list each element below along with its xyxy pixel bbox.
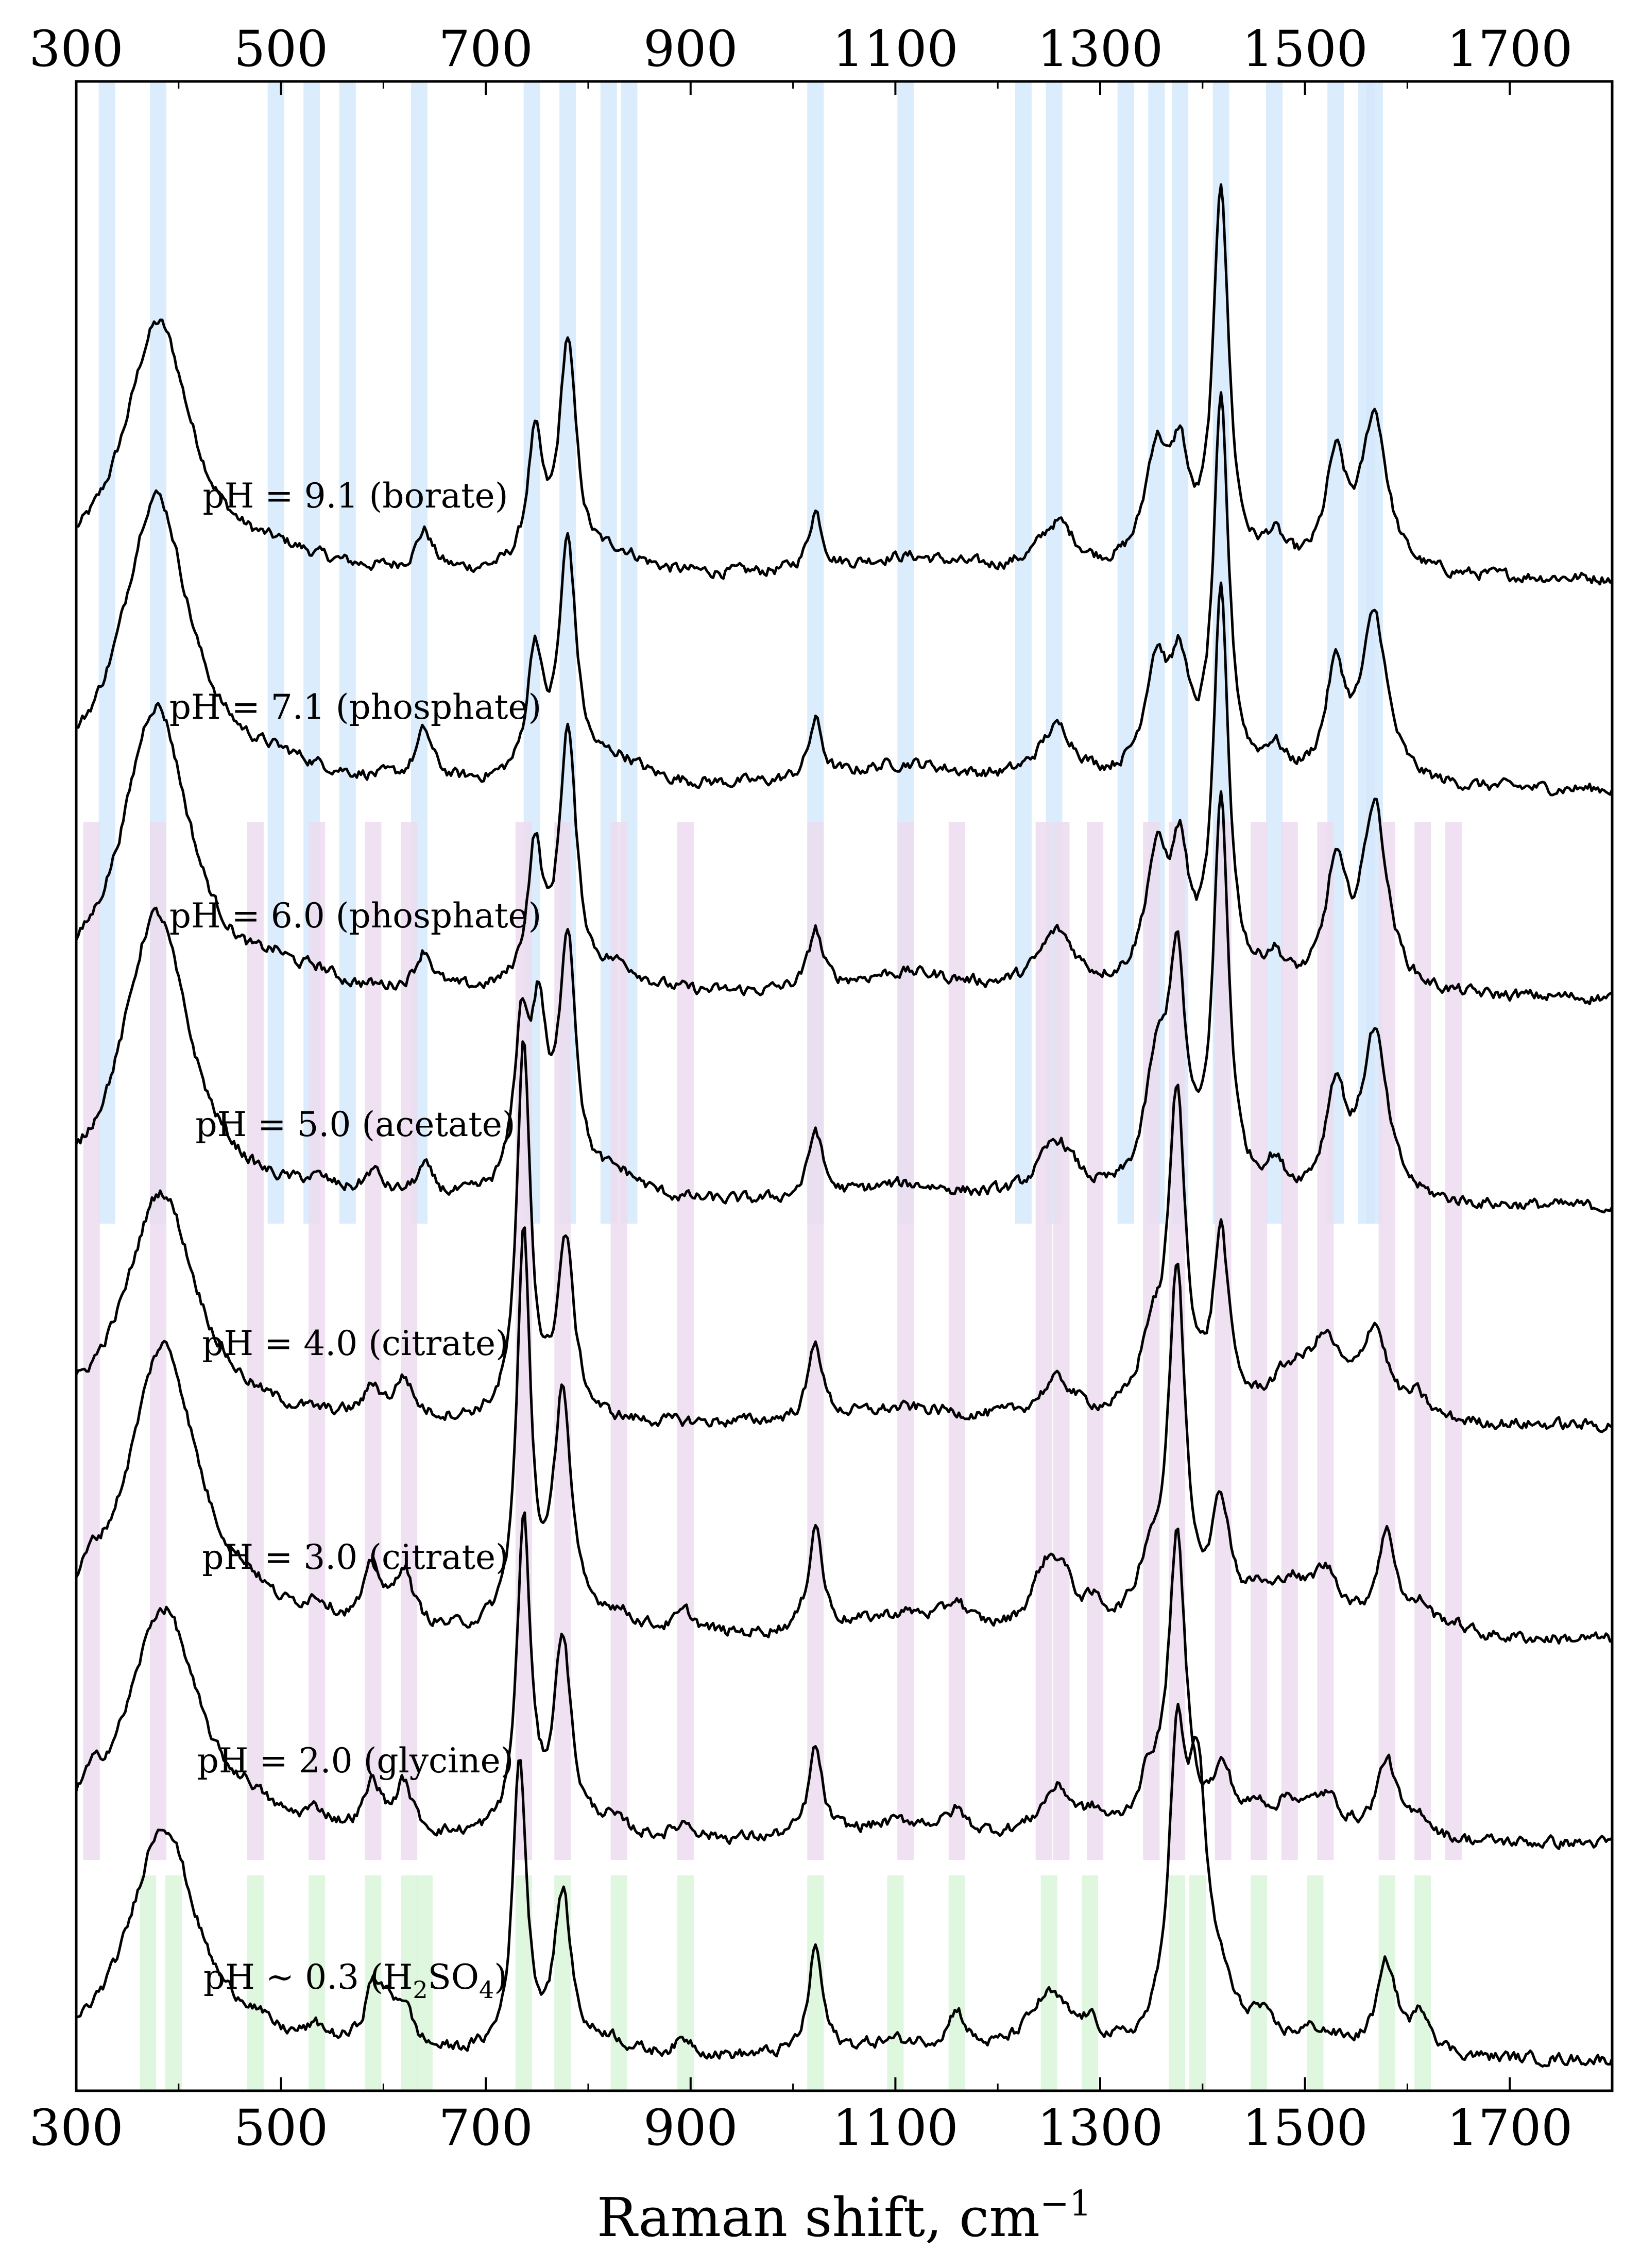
x-tick-label-top: 700 bbox=[439, 20, 533, 78]
band-purple bbox=[1035, 822, 1052, 1860]
band-blue bbox=[1015, 82, 1032, 1224]
spectra-traces bbox=[75, 183, 1614, 2068]
band-green bbox=[247, 1875, 264, 2090]
band-purple bbox=[1281, 822, 1298, 1860]
trace-labels: pH = 9.1 (borate) pH = 7.1 (phosphate) pH … bbox=[169, 476, 542, 2004]
x-tick-label-top: 900 bbox=[643, 20, 738, 78]
x-tick-label-top: 1700 bbox=[1447, 20, 1572, 78]
x-tick-label-bottom: 1700 bbox=[1447, 2099, 1572, 2157]
band-blue bbox=[1117, 82, 1134, 1224]
x-tick-label-top: 1300 bbox=[1037, 20, 1163, 78]
band-purple bbox=[1414, 822, 1431, 1860]
band-green bbox=[1082, 1875, 1099, 2090]
band-green bbox=[165, 1875, 182, 2090]
band-purple bbox=[83, 822, 100, 1860]
band-purple bbox=[1215, 822, 1232, 1860]
band-green bbox=[416, 1875, 433, 2090]
spectrum-trace bbox=[76, 1702, 1614, 2068]
series-label: pH = 3.0 (citrate) bbox=[202, 1537, 509, 1577]
x-tick-label-top: 1100 bbox=[832, 20, 958, 78]
band-blue bbox=[1266, 82, 1283, 1224]
band-green bbox=[554, 1875, 571, 2090]
band-green bbox=[1378, 1875, 1395, 2090]
spectrum-trace bbox=[75, 1511, 1613, 1850]
band-green bbox=[1189, 1875, 1206, 2090]
band-green bbox=[1307, 1875, 1324, 2090]
band-green bbox=[1040, 1875, 1057, 2090]
band-green bbox=[948, 1875, 965, 2090]
x-tick-label-bottom: 700 bbox=[439, 2099, 533, 2157]
series-label: pH = 2.0 (glycine) bbox=[197, 1741, 514, 1781]
series-label: pH = 4.0 (citrate) bbox=[202, 1324, 509, 1363]
band-blue bbox=[267, 82, 284, 1224]
series-label: pH = 7.1 (phosphate) bbox=[169, 687, 542, 727]
x-tick-label-bottom: 1300 bbox=[1037, 2099, 1163, 2157]
band-green bbox=[887, 1875, 904, 2090]
band-green bbox=[401, 1875, 418, 2090]
band-purple bbox=[1087, 822, 1104, 1860]
x-tick-label-bottom: 900 bbox=[643, 2099, 738, 2157]
x-tick-label-bottom: 1500 bbox=[1242, 2099, 1368, 2157]
x-tick-label-bottom: 1100 bbox=[832, 2099, 958, 2157]
band-purple bbox=[1251, 822, 1268, 1860]
x-tick-label-bottom: 500 bbox=[234, 2099, 328, 2157]
band-green bbox=[309, 1875, 326, 2090]
band-purple bbox=[1445, 822, 1462, 1860]
x-tick-label-top: 500 bbox=[234, 20, 328, 78]
spectrum-trace bbox=[75, 391, 1614, 797]
series-label: pH = 9.1 (borate) bbox=[203, 476, 508, 516]
band-purple bbox=[1053, 822, 1070, 1860]
band-purple bbox=[401, 822, 418, 1860]
spectrum-trace bbox=[75, 1040, 1613, 1433]
axis-ticks: 300 300 500 500 700 700 900 900 1100 1100 1300 1300… bbox=[29, 20, 1613, 2157]
band-blue bbox=[339, 82, 356, 1224]
spectrum-trace bbox=[76, 183, 1614, 586]
band-green bbox=[140, 1875, 157, 2090]
band-purple bbox=[365, 822, 382, 1860]
x-axis-title: Raman shift, cm−1 bbox=[597, 2184, 1091, 2249]
band-purple bbox=[309, 822, 326, 1860]
band-purple bbox=[897, 822, 914, 1860]
spectrum-trace bbox=[75, 1226, 1613, 1645]
series-label: pH = 6.0 (phosphate) bbox=[169, 896, 542, 936]
plot-frame bbox=[75, 80, 1614, 2092]
band-purple bbox=[247, 822, 264, 1860]
x-tick-label-top: 1500 bbox=[1242, 20, 1368, 78]
x-tick-label-bottom: 300 bbox=[29, 2099, 123, 2157]
band-purple bbox=[948, 822, 965, 1860]
band-green bbox=[610, 1875, 627, 2090]
band-purple bbox=[1143, 822, 1160, 1860]
x-tick-label-top: 300 bbox=[29, 20, 123, 78]
band-green bbox=[1169, 1875, 1186, 2090]
spectrum-trace bbox=[75, 581, 1613, 1006]
spectrum-trace bbox=[75, 790, 1614, 1214]
band-green bbox=[677, 1875, 694, 2090]
band-green bbox=[1414, 1875, 1431, 2090]
series-label: pH ~ 0.3 (H2SO4) bbox=[203, 1957, 507, 2004]
band-purple bbox=[677, 822, 694, 1860]
band-purple bbox=[610, 822, 627, 1860]
band-green bbox=[1251, 1875, 1268, 2090]
series-label: pH = 5.0 (acetate) bbox=[195, 1105, 515, 1144]
